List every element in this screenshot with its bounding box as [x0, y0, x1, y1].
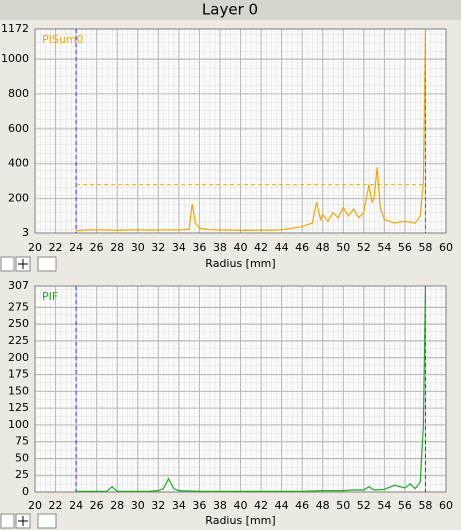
- toolbar: [0, 256, 57, 529]
- x-tick-label: 38: [213, 499, 227, 512]
- y-tick-label: 0: [22, 485, 29, 498]
- y-tick-label: 1172: [1, 22, 29, 35]
- y-tick-label: 3: [22, 226, 29, 239]
- x-tick-label: 40: [234, 499, 248, 512]
- x-tick-label: 42: [254, 241, 268, 254]
- y-tick-label: 800: [8, 87, 29, 100]
- zoom-button[interactable]: [0, 256, 15, 272]
- x-tick-label: 60: [439, 499, 453, 512]
- y-tick-label: 175: [8, 368, 29, 381]
- x-tick-label: 34: [172, 241, 186, 254]
- x-tick-label: 30: [131, 241, 145, 254]
- x-tick-label: 36: [192, 499, 206, 512]
- x-tick-label: 48: [316, 241, 330, 254]
- x-tick-label: 50: [336, 499, 350, 512]
- pan-button[interactable]: [37, 513, 57, 529]
- zoom-button[interactable]: [0, 513, 15, 529]
- y-tick-label: 25: [15, 468, 29, 481]
- window-title: Layer 0: [202, 1, 258, 19]
- x-tick-label: 44: [275, 499, 289, 512]
- plus-icon: [18, 516, 28, 526]
- legend-label: PIF: [42, 290, 58, 303]
- x-tick-label: 20: [28, 499, 42, 512]
- x-tick-label: 22: [49, 499, 63, 512]
- x-tick-label: 44: [275, 241, 289, 254]
- x-tick-label: 52: [357, 499, 371, 512]
- y-tick-label: 200: [8, 192, 29, 205]
- x-tick-label: 56: [398, 499, 412, 512]
- series-line: [76, 285, 427, 492]
- x-tick-label: 24: [69, 499, 83, 512]
- x-tick-label: 56: [398, 241, 412, 254]
- plus-icon: [18, 259, 28, 269]
- x-axis-label: Radius [mm]: [205, 257, 275, 270]
- x-tick-label: 42: [254, 499, 268, 512]
- y-tick-label: 225: [8, 334, 29, 347]
- y-tick-label: 100: [8, 418, 29, 431]
- y-tick-label: 400: [8, 157, 29, 170]
- y-tick-label: 150: [8, 384, 29, 397]
- x-tick-label: 32: [151, 499, 165, 512]
- y-tick-label: 600: [8, 122, 29, 135]
- x-tick-label: 54: [377, 499, 391, 512]
- x-tick-label: 40: [234, 241, 248, 254]
- x-tick-label: 36: [192, 241, 206, 254]
- y-tick-label: 307: [8, 279, 29, 292]
- x-tick-label: 30: [131, 499, 145, 512]
- x-tick-label: 28: [110, 241, 124, 254]
- x-tick-label: 32: [151, 241, 165, 254]
- plot-border: [34, 285, 447, 493]
- y-tick-label: 275: [8, 300, 29, 313]
- pan-button[interactable]: [37, 256, 57, 272]
- y-tick-label: 50: [15, 451, 29, 464]
- y-tick-label: 1000: [1, 52, 29, 65]
- x-tick-label: 46: [295, 499, 309, 512]
- x-tick-label: 26: [90, 499, 104, 512]
- x-tick-label: 26: [90, 241, 104, 254]
- x-tick-label: 52: [357, 241, 371, 254]
- x-tick-label: 28: [110, 499, 124, 512]
- x-tick-label: 38: [213, 241, 227, 254]
- x-tick-label: 22: [49, 241, 63, 254]
- x-axis-label: Radius [mm]: [205, 514, 275, 527]
- x-tick-label: 60: [439, 241, 453, 254]
- title-bar: [0, 0, 461, 20]
- y-tick-label: 125: [8, 401, 29, 414]
- x-tick-label: 58: [418, 499, 432, 512]
- y-tick-label: 200: [8, 351, 29, 364]
- x-tick-label: 54: [377, 241, 391, 254]
- x-tick-label: 34: [172, 499, 186, 512]
- y-tick-label: 250: [8, 317, 29, 330]
- y-tick-label: 75: [15, 435, 29, 448]
- legend-label: PISum0: [42, 33, 84, 46]
- x-tick-label: 24: [69, 241, 83, 254]
- x-tick-label: 20: [28, 241, 42, 254]
- x-tick-label: 48: [316, 499, 330, 512]
- x-tick-label: 50: [336, 241, 350, 254]
- plot-border: [34, 28, 447, 234]
- x-tick-label: 58: [418, 241, 432, 254]
- series-line: [76, 28, 427, 232]
- x-tick-label: 46: [295, 241, 309, 254]
